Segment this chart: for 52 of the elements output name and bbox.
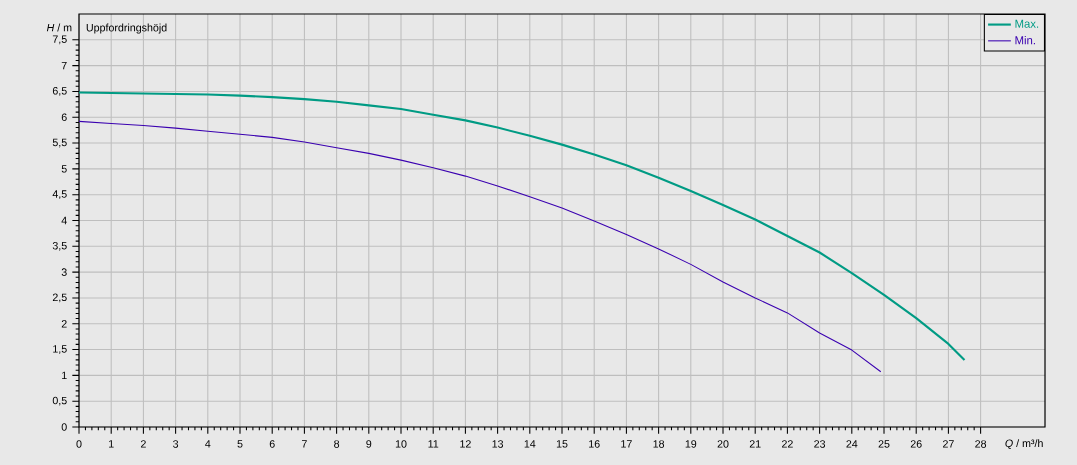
y-tick-label: 6 xyxy=(61,113,67,122)
line-series xyxy=(78,120,882,373)
y-tick-label: 0 xyxy=(61,423,67,431)
x-tick-label: 18 xyxy=(653,440,665,448)
y-axis-title: H / m xyxy=(46,23,72,32)
y-tick-label: 3,5 xyxy=(52,241,67,251)
x-tick-label: 5 xyxy=(237,440,243,448)
x-tick-label: 17 xyxy=(621,440,632,448)
y-tick-label: 6,5 xyxy=(52,87,67,96)
x-tick-label: 7 xyxy=(301,440,307,448)
x-tick-label: 20 xyxy=(717,440,729,448)
y-tick-label: 7 xyxy=(61,61,67,70)
x-tick-label: 16 xyxy=(589,440,600,448)
y-tick-label: 4,5 xyxy=(52,190,67,200)
x-axis-title: Q / m³/h xyxy=(1005,439,1043,449)
x-tick-label: 9 xyxy=(366,440,372,448)
x-tick-label: 26 xyxy=(910,440,922,448)
legend-label: Max. xyxy=(1015,19,1039,28)
x-tick-label: 23 xyxy=(814,440,826,448)
x-tick-label: 6 xyxy=(269,440,275,448)
x-tick-label: 3 xyxy=(173,440,179,448)
y-tick-label: 5 xyxy=(61,165,67,173)
x-tick-label: 27 xyxy=(943,440,954,448)
y-tick-label: 1 xyxy=(62,371,67,380)
x-tick-label: 25 xyxy=(878,440,890,448)
legend-label: Min. xyxy=(1015,35,1035,45)
x-tick-label: 21 xyxy=(749,440,761,448)
x-tick-label: 14 xyxy=(524,440,536,448)
y-tick-label: 7,5 xyxy=(52,35,67,45)
text: Uppfordringshöjd xyxy=(86,23,167,34)
y-tick-label: 0,5 xyxy=(52,396,67,406)
x-tick-label: 28 xyxy=(975,440,987,448)
line-series xyxy=(77,91,966,361)
x-tick-label: 11 xyxy=(428,440,439,448)
x-tick-label: 10 xyxy=(395,440,407,448)
x-tick-label: 15 xyxy=(556,440,568,448)
x-tick-label: 12 xyxy=(460,440,471,448)
y-tick-label: 5,5 xyxy=(52,138,67,148)
x-tick-label: 0 xyxy=(76,440,82,448)
y-tick-label: 4 xyxy=(61,216,67,225)
x-tick-label: 1 xyxy=(109,440,114,448)
x-tick-label: 4 xyxy=(205,440,211,448)
y-tick-label: 2 xyxy=(61,320,67,328)
y-tick-label: 3 xyxy=(61,268,67,276)
y-tick-label: 2,5 xyxy=(52,293,67,303)
x-tick-label: 8 xyxy=(334,440,340,448)
y-tick-label: 1,5 xyxy=(53,345,67,354)
x-tick-label: 19 xyxy=(685,440,697,448)
x-tick-label: 13 xyxy=(492,440,504,448)
x-tick-label: 22 xyxy=(782,440,793,448)
x-tick-label: 24 xyxy=(846,440,858,448)
x-tick-label: 2 xyxy=(140,440,146,448)
